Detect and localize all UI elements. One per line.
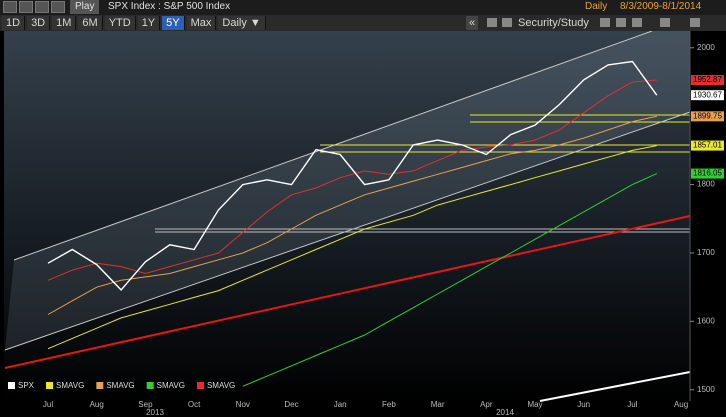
x-tick-label: Mar <box>431 400 445 409</box>
x-tick-label: Oct <box>188 400 201 409</box>
series-line <box>242 173 658 387</box>
x-tick-label: Jun <box>577 400 590 409</box>
nav-last[interactable] <box>51 1 65 13</box>
last-value-box <box>691 90 724 101</box>
y-tick-label: 1500 <box>697 385 715 394</box>
nav-back[interactable] <box>19 1 33 13</box>
toolbar: « Security/Study 1D 3D 1M 6M YTD 1Y 5Y Max Daily… <box>0 15 726 31</box>
last-value-box <box>691 75 724 86</box>
study-button[interactable]: Security/Study <box>518 17 589 29</box>
frequency: Daily <box>585 1 608 12</box>
year-label: 2013 <box>146 408 164 417</box>
x-tick-label: May <box>527 400 542 409</box>
nav-forward[interactable] <box>35 1 49 13</box>
icon[interactable] <box>690 18 700 27</box>
legend-swatch <box>196 382 204 389</box>
series-line <box>47 145 657 350</box>
period-button[interactable]: 1M <box>52 16 77 30</box>
x-tick-label: Jul <box>43 400 53 409</box>
legend-label: SMAVG <box>207 381 235 390</box>
legend-label: SMAVG <box>56 381 84 390</box>
header-bar: Play SPX Index : S&P 500 Index Daily 8/3… <box>0 0 726 15</box>
period-button[interactable]: 1Y <box>137 16 161 30</box>
x-tick-label: Aug <box>674 400 688 409</box>
icon[interactable] <box>502 18 512 27</box>
collapse-button[interactable]: « <box>466 16 479 30</box>
x-tick-label: Apr <box>480 400 493 409</box>
series-line <box>47 115 657 315</box>
period-button[interactable]: 1D <box>2 16 26 30</box>
x-tick-label: Sep <box>138 400 153 409</box>
y-tick-label: 1700 <box>697 248 715 257</box>
series-line <box>47 60 658 291</box>
x-tick-label: Dec <box>284 400 298 409</box>
period-button[interactable]: Daily ▼ <box>218 16 266 30</box>
last-value-label: 1899.75 <box>693 111 722 120</box>
icon[interactable] <box>616 18 626 27</box>
year-label: 2014 <box>496 408 514 417</box>
play-button[interactable]: Play <box>70 0 100 14</box>
nav-first[interactable] <box>3 1 17 13</box>
trend-line <box>539 371 691 402</box>
period-button[interactable]: 6M <box>78 16 103 30</box>
chart: 1500 1600 1700 1800 2000 Jul Aug Sep Oct Nov Dec Ja… <box>4 31 724 417</box>
icon[interactable] <box>600 18 610 27</box>
last-value-label: 1930.67 <box>693 90 722 99</box>
last-value-box <box>691 168 724 179</box>
series-line <box>47 79 657 281</box>
x-tick-label: Feb <box>382 400 396 409</box>
icon[interactable] <box>632 18 642 27</box>
legend-swatch <box>96 382 104 389</box>
legend-swatch <box>8 382 15 389</box>
period-button[interactable]: YTD <box>104 16 136 30</box>
y-tick-label: 1800 <box>697 180 715 189</box>
last-value-label: 1952.87 <box>693 75 722 84</box>
legend-label: SPX <box>18 381 35 390</box>
icon[interactable] <box>660 18 670 27</box>
security-title: SPX Index : S&P 500 Index <box>108 1 231 12</box>
x-tick-label: Aug <box>90 400 104 409</box>
trend-line <box>4 215 691 369</box>
channel <box>5 31 690 350</box>
x-tick-label: Jan <box>334 400 347 409</box>
period-button[interactable]: 3D <box>27 16 51 30</box>
last-value-box <box>691 140 724 151</box>
period-button[interactable]: Max <box>186 16 217 30</box>
x-tick-label: Nov <box>236 400 250 409</box>
legend-label: SMAVG <box>106 381 134 390</box>
period-button[interactable]: 5Y <box>162 16 185 30</box>
date-range: 8/3/2009-8/1/2014 <box>620 1 702 12</box>
legend-swatch <box>146 382 154 389</box>
y-tick-label: 1600 <box>697 316 715 325</box>
x-tick-label: Jul <box>627 400 637 409</box>
icon[interactable] <box>487 18 497 27</box>
legend-swatch <box>46 382 54 389</box>
legend-label: SMAVG <box>157 381 185 390</box>
last-value-box <box>691 111 724 122</box>
y-tick-label: 2000 <box>697 43 715 52</box>
last-value-label: 1857.01 <box>693 141 722 150</box>
last-value-label: 1816.05 <box>693 169 722 178</box>
